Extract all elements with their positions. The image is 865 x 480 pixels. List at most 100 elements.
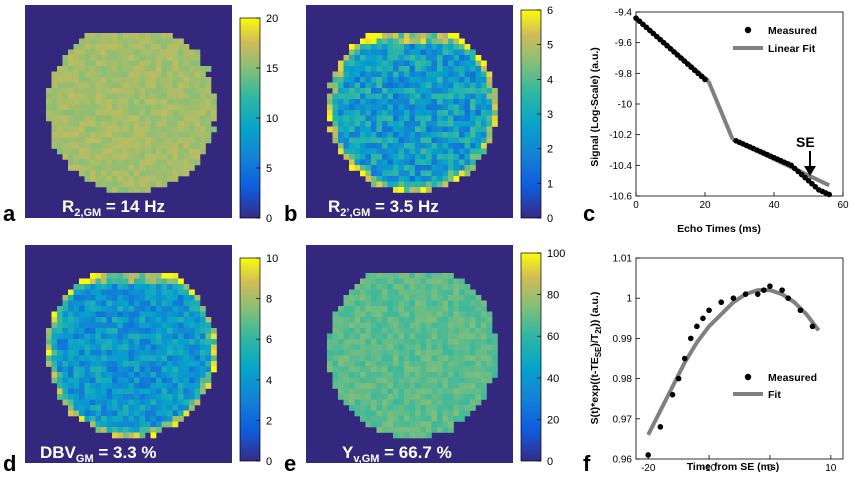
map-voxel [84,126,91,133]
map-voxel [426,416,432,422]
map-voxel [117,421,124,428]
map-voxel [349,377,355,384]
map-voxel [332,350,339,356]
map-voxel [84,333,91,340]
map-voxel [365,33,372,39]
map-voxel [183,284,190,290]
map-voxel [398,273,405,279]
map-voxel [349,405,355,411]
map-voxel [51,104,58,111]
map-voxel [393,350,399,356]
map-voxel [150,394,157,400]
map-voxel [349,300,355,307]
map-voxel [128,317,135,323]
map-voxel [453,104,460,111]
map-voxel [371,399,377,406]
map-voxel [470,322,476,329]
map-voxel [183,405,190,411]
map-voxel [156,93,162,100]
map-voxel [112,278,118,285]
map-voxel [338,394,344,400]
colorbar-tick-label: 4 [266,375,272,387]
map-voxel [167,322,173,329]
map-voxel [139,99,146,105]
map-voxel [139,132,146,138]
map-voxel [437,126,443,133]
map-voxel [332,137,339,144]
map-voxel [73,300,80,307]
legend-f-measured-label: Measured [768,372,817,384]
map-voxel [437,176,443,182]
map-voxel [365,377,372,384]
map-voxel [376,82,383,89]
map-voxel [51,361,58,367]
map-voxel [387,115,394,122]
map-voxel [404,71,410,78]
map-voxel [409,328,416,334]
map-voxel [354,355,361,362]
map-voxel [442,284,449,290]
map-voxel [376,405,383,411]
map-voxel [442,333,449,340]
map-voxel [393,273,399,279]
map-voxel [464,159,471,166]
map-voxel [46,99,52,105]
map-voxel [376,300,383,307]
map-voxel [183,165,190,171]
map-voxel [117,416,124,422]
map-voxel [57,71,63,78]
map-voxel [459,295,465,301]
map-voxel [360,170,366,177]
map-voxel [382,383,388,389]
map-voxel [470,110,476,116]
map-voxel [73,366,80,373]
map-voxel [90,350,96,356]
map-voxel [139,361,146,367]
map-voxel [354,77,361,83]
map-voxel [84,137,91,144]
map-voxel [73,82,80,89]
map-voxel [470,77,476,83]
map-voxel [393,44,399,50]
map-voxel [161,99,168,105]
map-voxel [73,137,80,144]
map-voxel [459,77,465,83]
map-voxel [415,317,421,323]
map-voxel [189,66,195,72]
map-voxel [376,126,383,133]
map-voxel [178,344,184,351]
map-voxel [189,317,195,323]
map-voxel [387,284,394,290]
map-voxel [139,273,146,279]
map-voxel [189,405,195,411]
map-voxel [194,366,201,373]
map-voxel [84,311,91,318]
map-voxel [79,99,85,105]
map-voxel [442,93,449,100]
map-voxel [205,372,212,378]
map-voxel [448,405,454,411]
map-voxel [492,366,498,373]
map-voxel [145,361,151,367]
map-voxel [437,416,443,422]
map-voxel [338,361,344,367]
map-voxel [398,322,405,329]
map-voxel [189,399,195,406]
map-voxel [139,317,146,323]
map-voxel [62,377,69,384]
map-voxel [387,405,394,411]
map-voxel [371,273,377,279]
map-voxel [470,377,476,384]
map-voxel [145,399,151,406]
map-voxel [453,372,460,378]
map-voxel [437,289,443,296]
map-voxel [183,137,190,144]
map-voxel [426,165,432,171]
map-voxel [161,289,168,296]
map-voxel [194,377,201,384]
map-voxel [376,148,383,155]
map-voxel [172,132,179,138]
map-voxel [167,132,173,138]
map-voxel [343,88,350,94]
map-voxel [95,427,102,433]
